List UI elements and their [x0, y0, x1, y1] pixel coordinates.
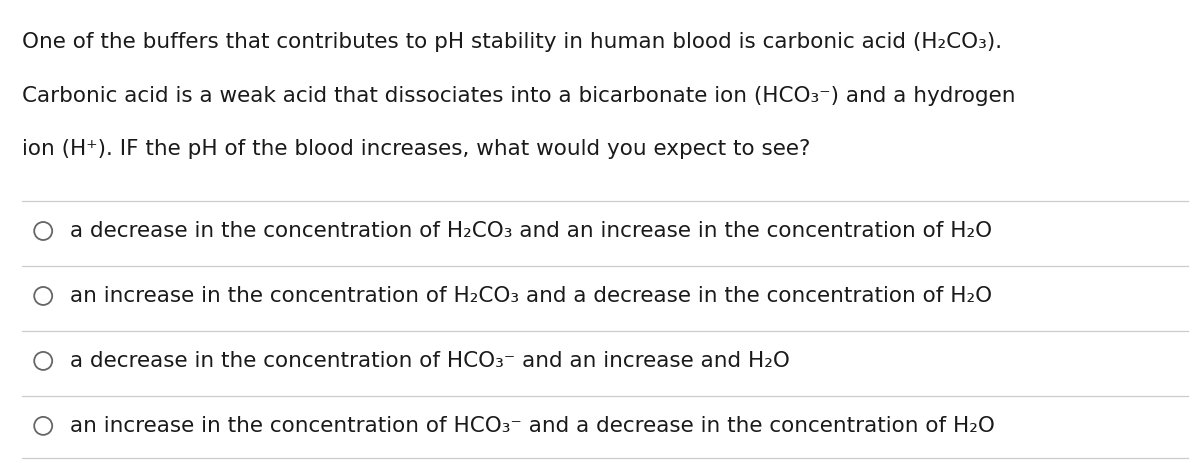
Text: Carbonic acid is a weak acid that dissociates into a bicarbonate ion (HCO₃⁻) and: Carbonic acid is a weak acid that dissoc…	[22, 86, 1015, 106]
Text: a decrease in the concentration of HCO₃⁻ and an increase and H₂O: a decrease in the concentration of HCO₃⁻…	[70, 350, 790, 370]
Text: an increase in the concentration of HCO₃⁻ and a decrease in the concentration of: an increase in the concentration of HCO₃…	[70, 415, 995, 435]
Text: a decrease in the concentration of H₂CO₃ and an increase in the concentration of: a decrease in the concentration of H₂CO₃…	[70, 221, 991, 241]
Text: ion (H⁺). IF the pH of the blood increases, what would you expect to see?: ion (H⁺). IF the pH of the blood increas…	[22, 139, 810, 159]
Text: One of the buffers that contributes to pH stability in human blood is carbonic a: One of the buffers that contributes to p…	[22, 32, 1002, 52]
Text: an increase in the concentration of H₂CO₃ and a decrease in the concentration of: an increase in the concentration of H₂CO…	[70, 286, 991, 306]
